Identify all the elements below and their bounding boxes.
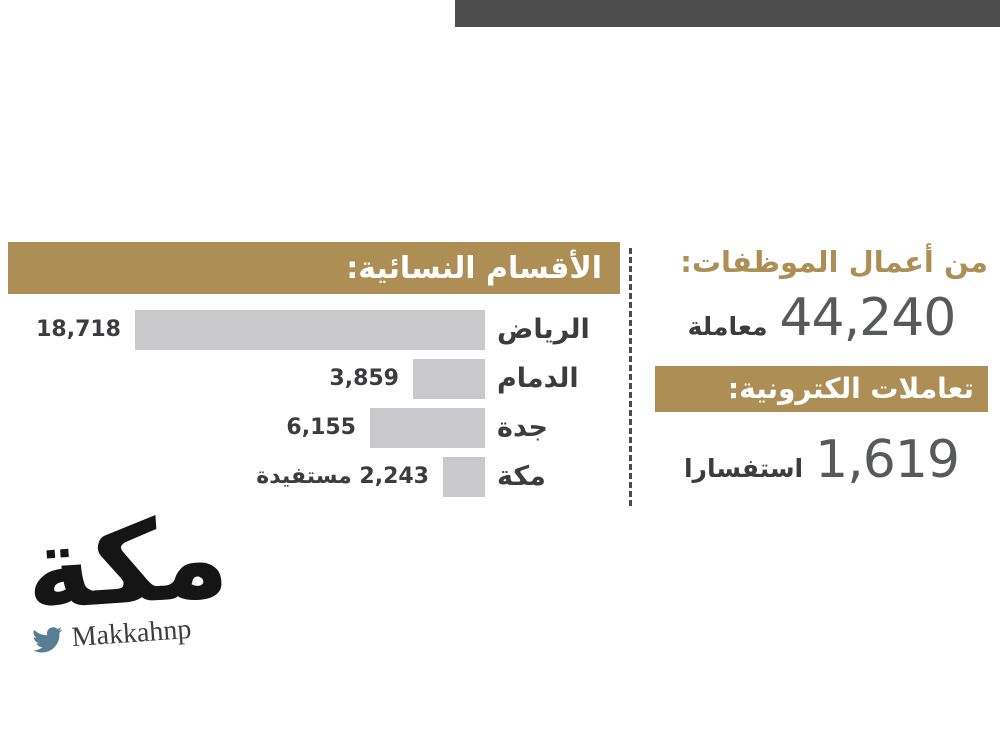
top-header-bar — [455, 0, 1000, 27]
makkah-logo: مكة — [21, 492, 233, 637]
bar-label: مكة — [497, 461, 546, 492]
bar-row: 3,859 الدمام — [8, 359, 620, 399]
stats-panel: من أعمال الموظفات: معاملة 44,240 تعاملات… — [655, 244, 988, 500]
brand-footer: مكة Makkahnp — [21, 492, 234, 657]
bar-value: 18,718 — [36, 317, 121, 342]
twitter-icon — [33, 627, 63, 653]
twitter-handle-row: Makkahnp — [32, 611, 234, 657]
stat-heading-electronic: تعاملات الكترونية: — [727, 372, 974, 406]
bar — [443, 457, 485, 497]
chart-title: الأقسام النسائية: — [346, 250, 602, 286]
stat-electronic-value: استفسارا 1,619 — [655, 424, 988, 500]
bar — [413, 359, 485, 399]
bar-value: 6,155 — [286, 415, 356, 440]
stat-heading-employees: من أعمال الموظفات: — [680, 245, 988, 279]
bar-label: الرياض — [497, 314, 590, 345]
bar-label: جدة — [497, 412, 548, 443]
stat-heading-electronic-bar: تعاملات الكترونية: — [655, 365, 988, 412]
bar-row: 2,243 مستفيدة مكة — [8, 457, 620, 497]
stat-employees-value: معاملة 44,240 — [655, 282, 988, 358]
bar-chart: 18,718 الرياض 3,859 الدمام 6,155 جدة 2,243 مست… — [8, 310, 620, 497]
bar-value: 2,243 مستفيدة — [256, 464, 429, 489]
dashed-divider — [629, 248, 632, 506]
bar-label: الدمام — [497, 363, 579, 394]
stat-employees-unit: معاملة — [687, 311, 768, 341]
stat-electronic-unit: استفسارا — [683, 453, 804, 483]
bar — [370, 408, 485, 448]
bar — [135, 310, 485, 350]
stat-electronic-number: 1,619 — [815, 429, 960, 490]
bar-row: 6,155 جدة — [8, 408, 620, 448]
bar-row: 18,718 الرياض — [8, 310, 620, 350]
stat-employees-number: 44,240 — [779, 287, 956, 348]
twitter-handle: Makkahnp — [70, 613, 193, 654]
chart-title-bar: الأقسام النسائية: — [8, 242, 620, 294]
chart-panel: الأقسام النسائية: 18,718 الرياض 3,859 الدما… — [8, 242, 620, 497]
bar-value: 3,859 — [329, 366, 399, 391]
